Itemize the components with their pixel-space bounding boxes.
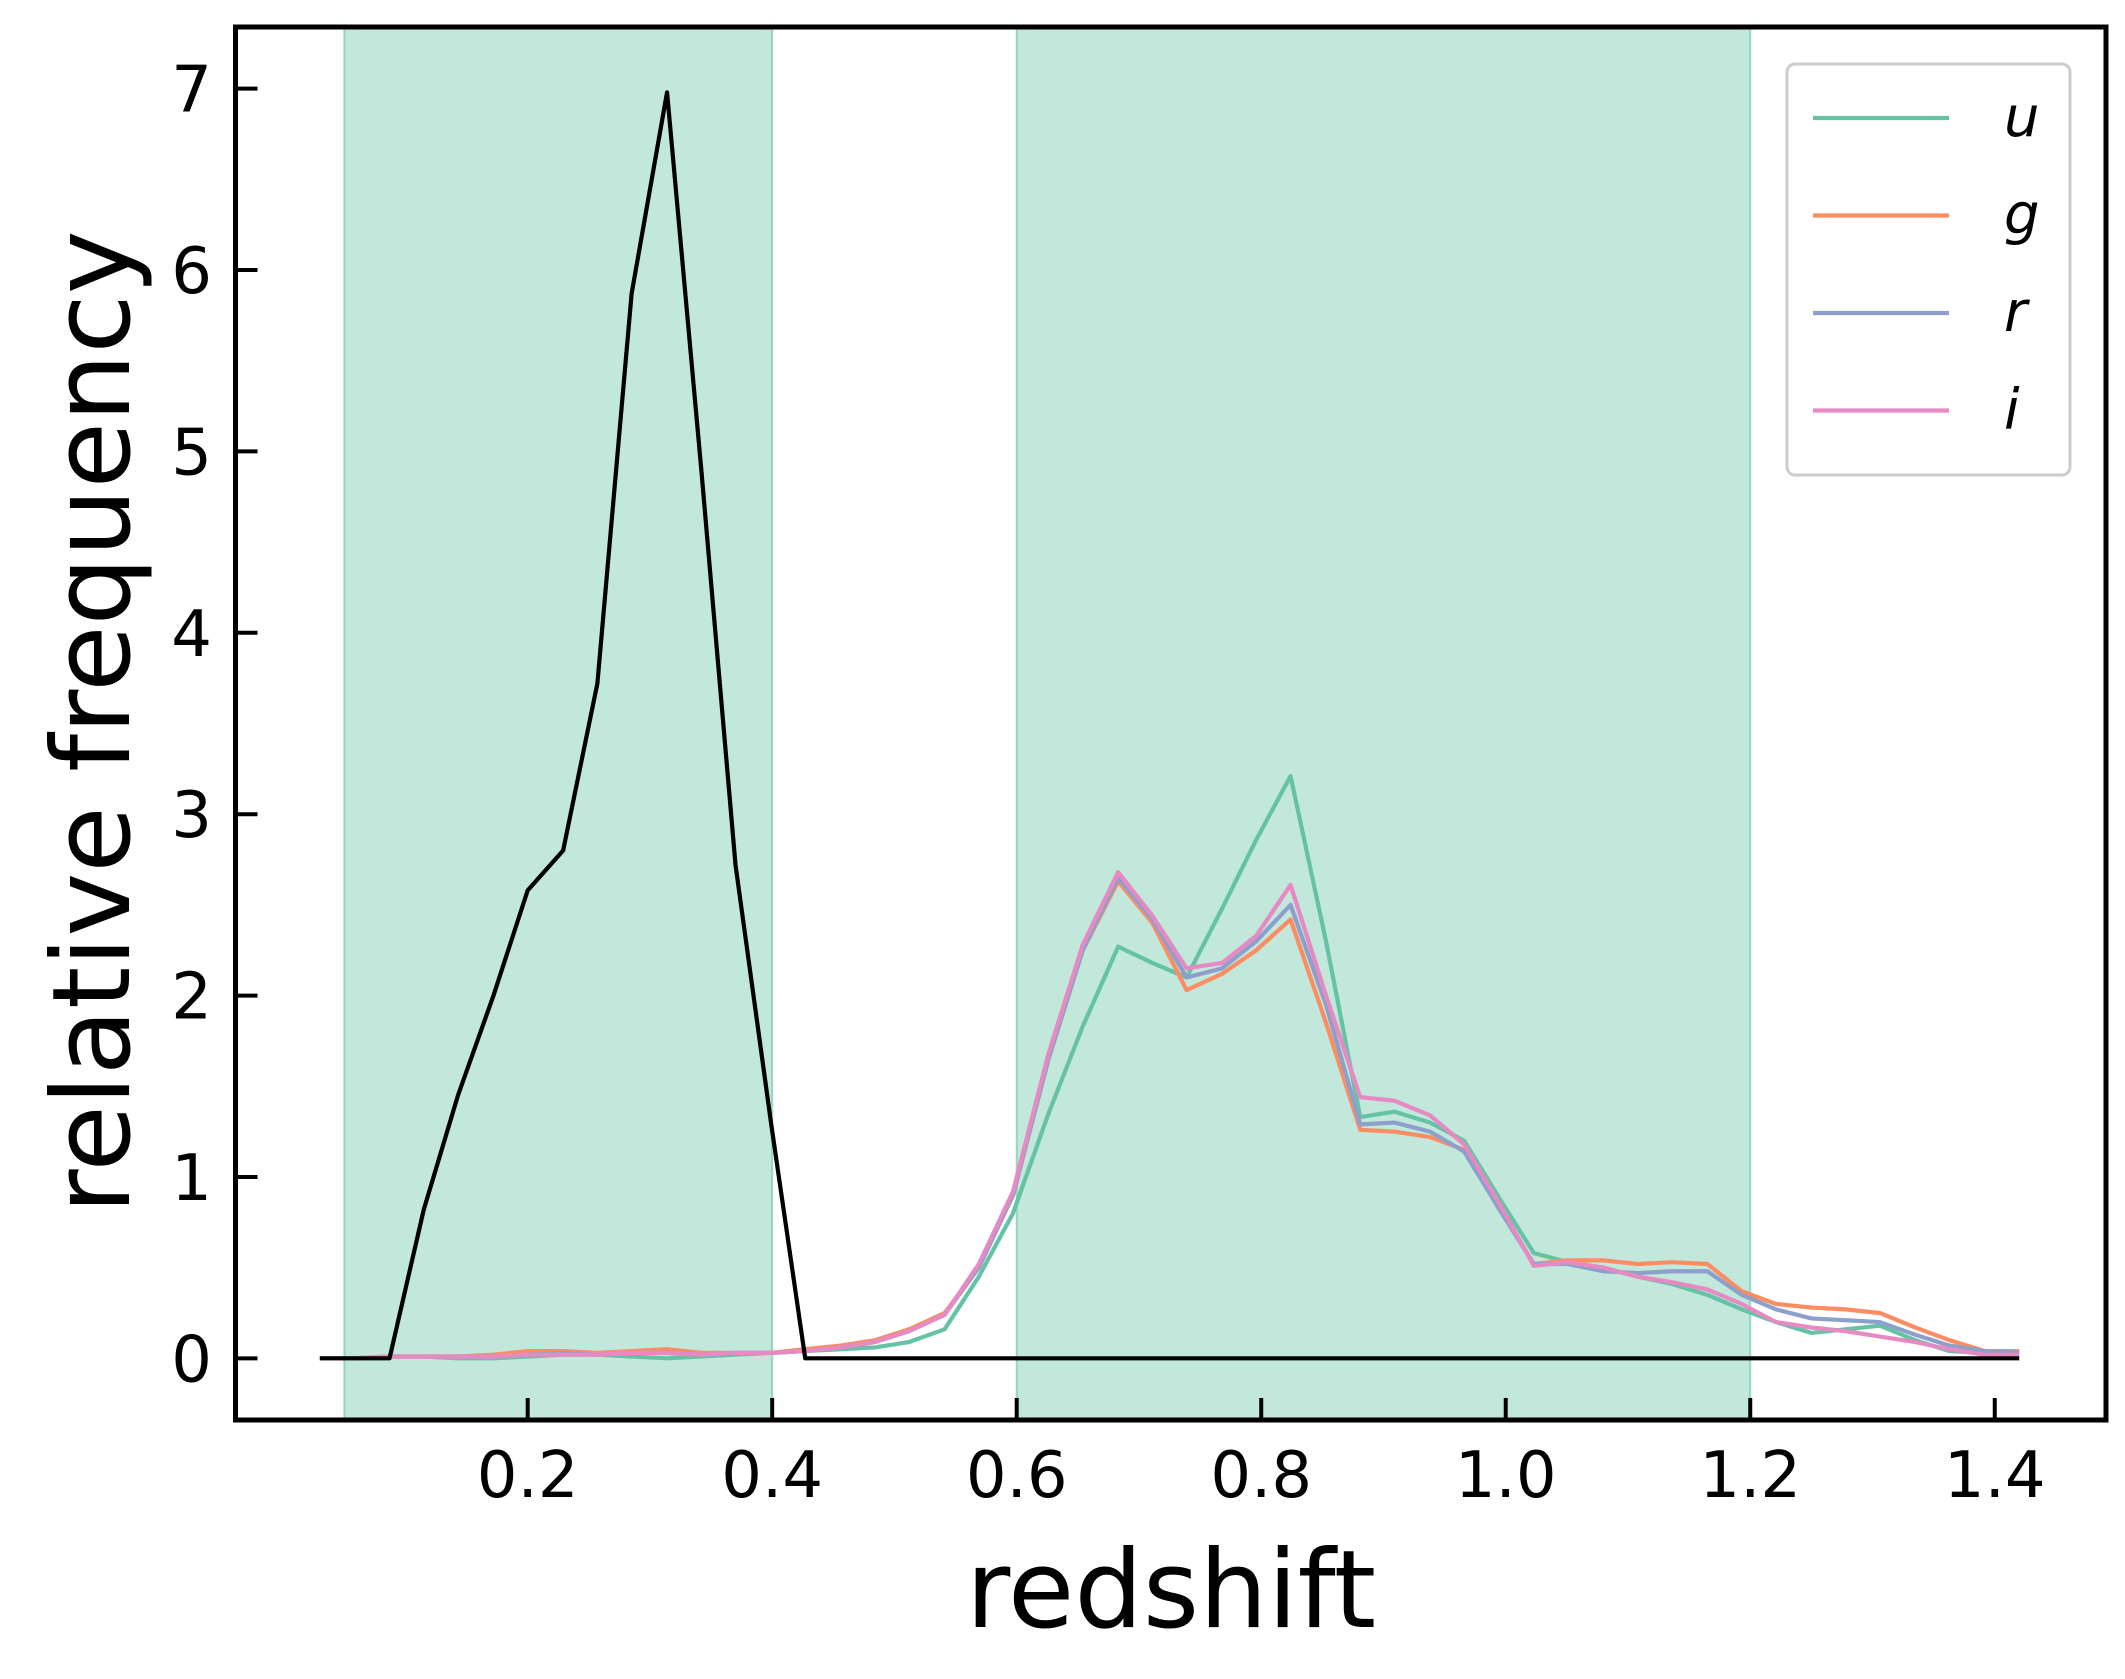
- x-tick-label: 0.8: [1210, 1439, 1312, 1513]
- shaded-span: [343, 26, 774, 1421]
- x-tick-label: 0.4: [721, 1439, 823, 1513]
- axes-frame: [233, 24, 2109, 1423]
- legend-label: g: [2004, 183, 2040, 248]
- x-tick-label: 1.4: [1944, 1439, 2046, 1513]
- x-axis-label: redshift: [966, 1528, 1376, 1653]
- legend-label: r: [2004, 280, 2030, 345]
- legend-box: [1785, 62, 2072, 477]
- legend-label: i: [2004, 378, 2020, 443]
- y-tick-label: 6: [171, 235, 212, 309]
- shaded-span: [1015, 26, 1752, 1421]
- y-tick-label: 1: [171, 1142, 212, 1216]
- x-tick-label: 0.2: [477, 1439, 579, 1513]
- y-tick-label: 5: [171, 416, 212, 490]
- series-line: [319, 90, 2020, 1361]
- legend-label: u: [2004, 85, 2040, 150]
- x-tick-label: 1.0: [1455, 1439, 1557, 1513]
- x-tick-label: 1.2: [1699, 1439, 1801, 1513]
- y-tick-label: 0: [171, 1323, 212, 1397]
- series-line: [319, 870, 2020, 1361]
- x-tick-label: 0.6: [966, 1439, 1068, 1513]
- y-tick-label: 7: [171, 54, 212, 128]
- y-axis-label: relative frequency: [30, 230, 155, 1213]
- y-tick-label: 3: [171, 779, 212, 853]
- y-tick-label: 4: [171, 598, 212, 672]
- y-tick-label: 2: [171, 961, 212, 1035]
